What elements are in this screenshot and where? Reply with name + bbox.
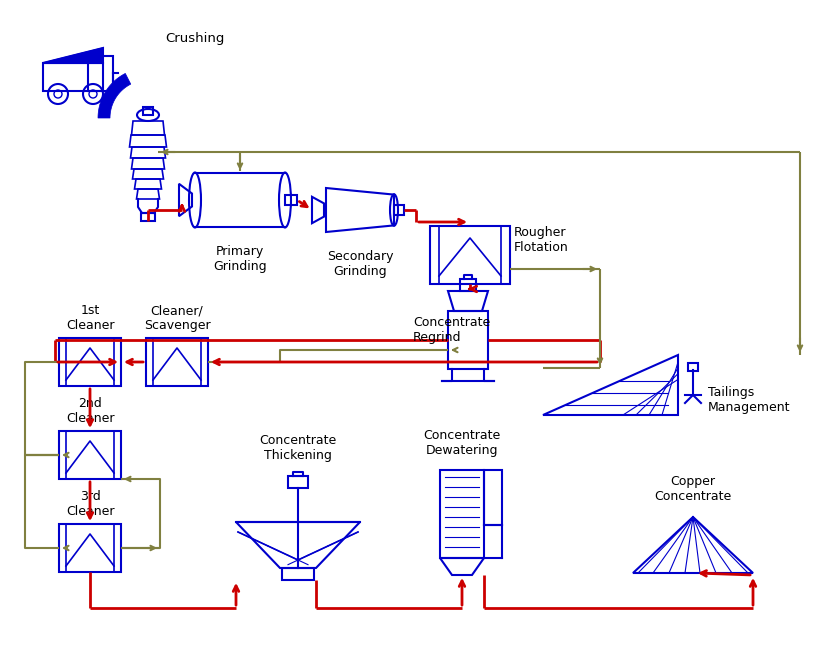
Text: Concentrate
Thickening: Concentrate Thickening (260, 434, 337, 462)
Text: 1st
Cleaner: 1st Cleaner (66, 304, 115, 332)
Bar (59, 431, 121, 479)
Text: Cleaner/
Scavenger: Cleaner/ Scavenger (144, 304, 210, 332)
Bar (43, 63, 103, 91)
Bar (394, 205, 404, 215)
Bar (59, 524, 121, 572)
Bar (146, 338, 208, 386)
Bar (484, 470, 502, 525)
Bar (288, 476, 308, 488)
Text: Concentrate
Dewatering: Concentrate Dewatering (423, 429, 500, 457)
Bar (440, 470, 484, 558)
Polygon shape (43, 48, 103, 63)
Bar (448, 311, 488, 369)
Bar (88, 56, 113, 91)
Text: Crushing: Crushing (165, 32, 224, 45)
Bar (141, 213, 155, 221)
Bar (688, 363, 698, 371)
Bar (430, 226, 510, 284)
Text: Rougher
Flotation: Rougher Flotation (514, 226, 569, 254)
Text: Copper
Concentrate: Copper Concentrate (654, 475, 731, 503)
Text: Tailings
Management: Tailings Management (708, 386, 790, 414)
Text: Secondary
Grinding: Secondary Grinding (327, 250, 393, 278)
Bar (460, 279, 476, 291)
Text: 3rd
Cleaner: 3rd Cleaner (66, 490, 115, 518)
Bar (282, 568, 314, 580)
Text: Concentrate
Regrind: Concentrate Regrind (413, 316, 491, 344)
Polygon shape (98, 73, 131, 118)
Bar (285, 195, 297, 205)
Text: 2nd
Cleaner: 2nd Cleaner (66, 397, 115, 425)
Bar (59, 338, 121, 386)
Text: Primary
Grinding: Primary Grinding (213, 245, 266, 273)
Bar (143, 107, 153, 115)
